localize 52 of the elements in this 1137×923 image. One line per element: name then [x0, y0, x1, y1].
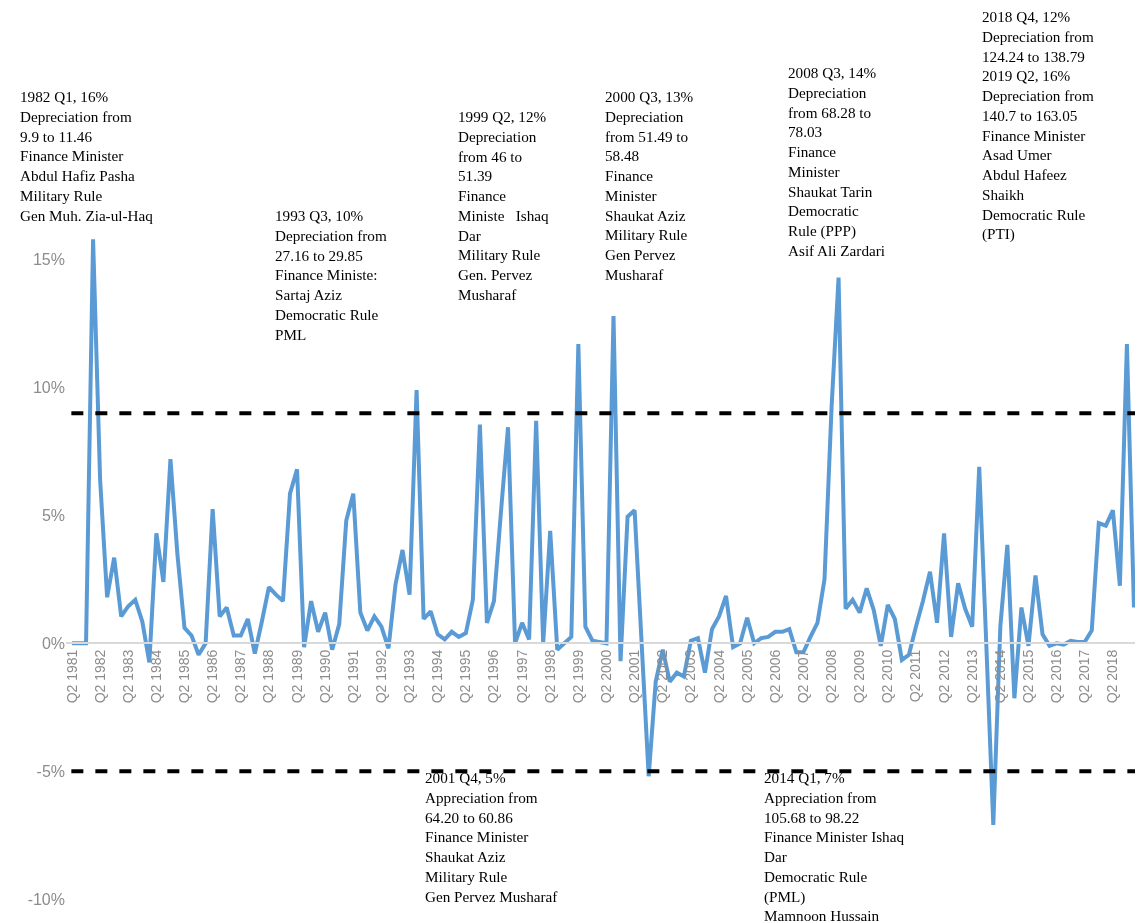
x-tick-label: Q2 2004 [710, 649, 727, 704]
x-tick-label: Q2 2003 [682, 649, 699, 704]
text: 2000 Q3, 13% Depreciation from 51.49 to 58.48 Finance Minister Shaukat Aziz Military Rule Gen Pervez Musharaf [605, 88, 694, 283]
annotation: 1982 Q1, 16% Depreciation from 9.9 to 11.46 Finance Minister Abdul Hafiz Pasha Military Rule Gen Muh. Zia-ul-Haq [20, 88, 154, 224]
x-tick-label: Q2 1987 [232, 649, 249, 704]
x-tick-label: Q2 1994 [429, 649, 446, 704]
x-tick-label: Q2 1984 [147, 649, 164, 704]
x-tick-label: Q2 1986 [204, 649, 221, 704]
x-tick-label: Q2 1998 [541, 649, 558, 704]
x-tick-label: Q2 2008 [823, 649, 840, 704]
text: 2018 Q4, 12% Depreciation from 124.24 to 138.79 2019 Q2, 16% Depreciation from 140.7 to 163.05 Finance Minister Asad Umer Abdul Hafeez Shaikh Democratic Rule (PTI) [982, 8, 1094, 243]
x-tick-label: Q2 1991 [344, 649, 361, 704]
x-tick-label: Q2 1997 [513, 649, 530, 704]
x-tick-label: Q2 2015 [1020, 649, 1036, 704]
x-tick-label: Q2 2000 [598, 649, 615, 704]
annotation: 1993 Q3, 10% Depreciation from 27.16 to 29.85 Finance Ministe: Sartaj Aziz Democratic Rule PML [275, 207, 387, 343]
x-tick-label: Q2 2006 [766, 649, 783, 704]
x-tick-label: Q2 1982 [91, 649, 108, 704]
x-tick-label: Q2 2018 [1104, 649, 1121, 704]
y-tick-label: 0% [41, 634, 65, 652]
y-tick-label: 15% [32, 251, 65, 269]
x-tick-label: Q2 2013 [963, 649, 980, 704]
x-tick-label: Q2 2011 [907, 649, 924, 703]
y-tick-label: 5% [41, 507, 65, 525]
x-tick-label: Q2 2001 [626, 649, 643, 704]
x-tick-label: Q2 1990 [316, 649, 333, 704]
x-tick-label: Q2 1993 [401, 649, 418, 704]
text: 2008 Q3, 14% Depreciation from 68.28 to 78.03 Finance Minister Shaukat Tarin Democratic Rule (PPP) Asif Ali Zardari [788, 64, 886, 259]
x-tick-label: Q2 2002 [654, 649, 671, 704]
x-tick-label: Q2 1989 [288, 649, 305, 704]
annotation: 2001 Q4, 5% Appreciation from 64.20 to 60.86 Finance Minister Shaukat Aziz Military Rule Gen Pervez Musharaf [425, 769, 559, 905]
y-tick-label: -5% [36, 762, 65, 780]
x-tick-label: Q2 1988 [260, 649, 277, 704]
x-tick-label: Q2 2010 [879, 649, 896, 704]
y-tick-label: -10% [27, 890, 65, 908]
x-tick-label: Q2 2016 [1048, 649, 1065, 704]
x-tick-label: Q2 2007 [794, 649, 811, 704]
x-tick-label: Q2 1981 [63, 649, 80, 704]
x-tick-label: Q2 2012 [935, 649, 952, 704]
x-tick-label: Q2 1983 [119, 649, 136, 704]
text: 1999 Q2, 12% Depreciation from 46 to 51.39 Finance Ministe Ishaq Dar Military Rule Gen. Pervez Musharaf [458, 108, 549, 303]
annotation: 2014 Q1, 7% Appreciation from 105.68 to 98.22 Finance Minister Ishaq Dar Democratic Rule (PML) Mamnoon Hussain [764, 769, 905, 923]
y-tick-label: 10% [32, 379, 65, 397]
x-tick-label: Q2 2017 [1076, 649, 1093, 704]
x-tick-label: Q2 2009 [851, 649, 868, 704]
x-tick-label: Q2 2005 [738, 649, 755, 704]
x-tick-label: Q2 2014 [991, 649, 1008, 704]
x-tick-label: Q2 1996 [485, 649, 502, 704]
x-tick-label: Q2 1992 [372, 649, 389, 704]
x-tick-label: Q2 1985 [176, 649, 193, 704]
x-tick-label: Q2 1999 [569, 649, 586, 704]
x-tick-label: Q2 1995 [457, 649, 474, 704]
